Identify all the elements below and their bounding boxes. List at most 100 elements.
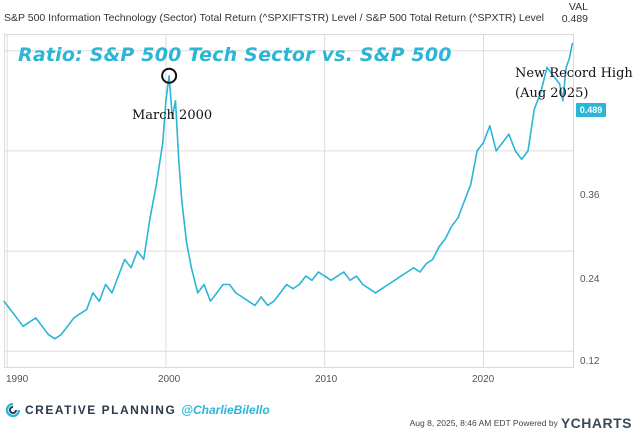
data-point	[111, 292, 113, 294]
series-line-0	[3, 43, 574, 340]
chart-overlay-title: Ratio: S&P 500 Tech Sector vs. S&P 500	[18, 44, 452, 66]
data-point	[266, 304, 269, 306]
data-point	[413, 267, 415, 269]
data-point	[476, 150, 478, 152]
data-point	[41, 325, 43, 327]
data-point	[222, 283, 224, 286]
data-point	[470, 183, 472, 185]
data-point	[400, 275, 402, 277]
data-point	[117, 275, 119, 277]
data-point	[432, 258, 434, 261]
author-handle: @CharlieBilello	[181, 403, 270, 417]
data-point	[527, 150, 529, 152]
data-point	[355, 275, 358, 277]
data-point	[559, 83, 561, 85]
data-point	[47, 334, 50, 336]
data-point	[514, 150, 516, 152]
data-point	[247, 300, 250, 302]
annotation-record-line2: (Aug 2025)	[515, 86, 589, 101]
data-point	[489, 125, 491, 127]
data-point	[368, 288, 370, 290]
data-point	[73, 317, 75, 319]
data-point	[181, 200, 183, 202]
chart-plot-area	[4, 34, 574, 368]
data-point	[162, 141, 164, 144]
data-point	[171, 116, 173, 119]
data-point	[457, 217, 459, 219]
data-point	[540, 91, 542, 94]
ycharts-logo: YCHARTS	[560, 415, 632, 431]
data-point	[330, 279, 332, 281]
timestamp-text: Aug 8, 2025, 8:46 AM EDT Powered by	[409, 418, 558, 428]
data-point	[85, 308, 88, 311]
peak-marker-circle	[161, 67, 178, 84]
data-point	[419, 271, 421, 273]
data-point	[298, 283, 300, 286]
data-point	[349, 279, 351, 281]
data-point	[552, 75, 554, 77]
data-point	[482, 141, 485, 144]
data-point	[533, 108, 535, 110]
data-point	[168, 75, 170, 77]
data-point	[495, 150, 497, 152]
y-tick-label-2: 0.12	[580, 356, 600, 367]
data-point	[444, 237, 446, 240]
data-point	[393, 279, 396, 281]
data-point	[66, 325, 69, 327]
x-tick-label-2010: 2010	[315, 374, 338, 385]
data-point	[92, 292, 94, 294]
footer-branding: CREATIVE PLANNING @CharlieBilello	[6, 403, 270, 417]
data-point	[54, 338, 56, 340]
data-point	[35, 317, 37, 319]
data-point	[279, 292, 281, 294]
data-point	[562, 100, 564, 102]
y-tick-label-0: 0.36	[580, 190, 600, 201]
data-point	[425, 263, 427, 265]
data-point	[9, 308, 11, 311]
data-point	[508, 133, 510, 135]
data-point	[185, 242, 188, 244]
data-point	[565, 66, 567, 68]
data-point	[143, 258, 145, 261]
data-point	[22, 325, 24, 327]
data-point	[174, 100, 177, 102]
data-point	[571, 42, 574, 44]
data-point	[292, 288, 294, 290]
data-point	[165, 100, 167, 102]
data-point	[60, 334, 62, 336]
data-point	[317, 271, 319, 273]
data-point	[124, 258, 126, 261]
data-point	[3, 300, 5, 302]
data-point	[178, 158, 180, 160]
data-point	[197, 292, 199, 294]
data-point	[105, 283, 107, 286]
data-point	[254, 304, 256, 306]
data-point	[155, 183, 158, 185]
data-point	[149, 217, 151, 219]
data-point	[362, 283, 364, 286]
current-value-tag: 0.489	[576, 103, 606, 117]
val-column-number: 0.489	[561, 13, 588, 25]
data-point	[79, 313, 81, 315]
data-point	[546, 66, 548, 68]
data-point	[273, 300, 275, 302]
data-point	[305, 275, 307, 277]
data-point	[136, 250, 138, 252]
data-point	[98, 300, 100, 302]
data-point	[311, 279, 313, 281]
x-tick-label-1990: 1990	[6, 374, 29, 385]
data-point	[235, 292, 237, 294]
data-point	[521, 158, 523, 160]
data-point	[209, 300, 212, 302]
series-header-label: S&P 500 Information Technology (Sector) …	[4, 12, 544, 24]
x-tick-label-2020: 2020	[472, 374, 495, 385]
annotation-peak-label: March 2000	[132, 108, 213, 123]
data-point	[406, 271, 408, 273]
data-point	[381, 288, 383, 290]
footer-attribution: Aug 8, 2025, 8:46 AM EDT Powered by YCHA…	[410, 415, 632, 431]
data-point	[203, 283, 205, 286]
data-point	[451, 225, 453, 227]
data-point	[387, 283, 389, 286]
brand-name: CREATIVE PLANNING	[25, 403, 177, 417]
